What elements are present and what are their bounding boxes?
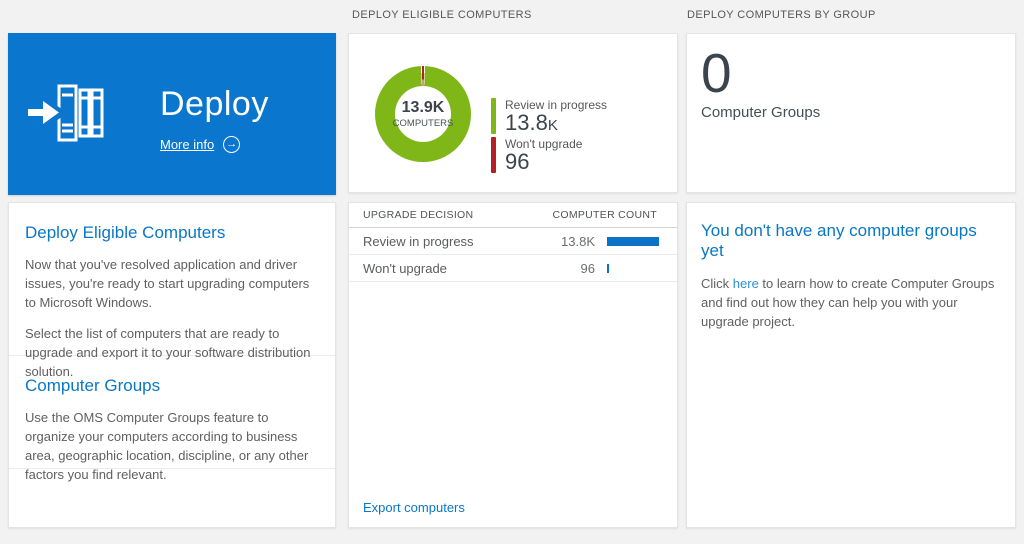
- tile-title: Deploy: [160, 85, 269, 123]
- section-paragraph: Now that you've resolved application and…: [25, 257, 310, 310]
- chart-legend: Review in progress 13.8K Won't upgrade 9…: [491, 98, 607, 176]
- computer-groups-section: Computer Groups Use the OMS Computer Gro…: [9, 356, 335, 482]
- deploy-tile[interactable]: Deploy More info →: [8, 33, 336, 195]
- computer-groups-count: 0: [701, 42, 732, 104]
- count-bar: [607, 263, 609, 273]
- more-info-link[interactable]: More info →: [160, 136, 241, 153]
- section-paragraph: Use the OMS Computer Groups feature to o…: [25, 410, 309, 482]
- deploy-eligible-section: Deploy Eligible Computers Now that you'v…: [9, 203, 335, 379]
- legend-swatch-green: [491, 98, 496, 134]
- table-row[interactable]: Won't upgrade 96: [349, 255, 677, 282]
- computer-groups-count-card[interactable]: 0 Computer Groups: [686, 33, 1016, 193]
- eligible-computers-chart-card: 13.9K COMPUTERS Review in progress 13.8K…: [348, 33, 678, 193]
- donut-chart[interactable]: 13.9K COMPUTERS: [375, 66, 471, 162]
- donut-total-label: COMPUTERS: [392, 118, 454, 129]
- section-heading-computer-groups: Computer Groups: [25, 376, 161, 395]
- empty-state-text: Click here to learn how to create Comput…: [701, 276, 995, 329]
- count-bar: [607, 236, 660, 246]
- legend-item-wont-upgrade[interactable]: Won't upgrade 96: [491, 137, 607, 173]
- section-paragraph: Select the list of computers that are re…: [25, 326, 311, 379]
- count-bar-track: [607, 236, 669, 246]
- export-computers-link[interactable]: Export computers: [363, 500, 465, 515]
- count-bar-track: [607, 263, 669, 273]
- table-header-row: UPGRADE DECISION COMPUTER COUNT: [349, 203, 677, 228]
- no-computer-groups-card: You don't have any computer groups yet C…: [686, 202, 1016, 528]
- middle-column-header: DEPLOY ELIGIBLE COMPUTERS: [352, 9, 532, 21]
- column-header-computer-count: COMPUTER COUNT: [552, 209, 657, 221]
- upgrade-decision-table-card: UPGRADE DECISION COMPUTER COUNT Review i…: [348, 202, 678, 528]
- section-heading-deploy-eligible: Deploy Eligible Computers: [25, 223, 226, 242]
- donut-total-value: 13.9K: [401, 99, 445, 116]
- right-column-header: DEPLOY COMPUTERS BY GROUP: [687, 9, 876, 21]
- deploy-icon: [28, 84, 104, 142]
- deploy-info-card: Deploy Eligible Computers Now that you'v…: [8, 202, 336, 528]
- here-link[interactable]: here: [732, 276, 759, 291]
- legend-swatch-red: [491, 137, 496, 173]
- legend-item-review-in-progress[interactable]: Review in progress 13.8K: [491, 98, 607, 134]
- column-header-upgrade-decision: UPGRADE DECISION: [363, 209, 474, 221]
- empty-state-heading: You don't have any computer groups yet: [701, 221, 977, 260]
- circle-right-arrow-icon: →: [223, 136, 241, 153]
- computer-groups-count-label: Computer Groups: [701, 104, 821, 121]
- table-row[interactable]: Review in progress 13.8K: [349, 228, 677, 255]
- count-value: 96: [580, 260, 595, 276]
- donut-center: 13.9K COMPUTERS: [392, 86, 454, 142]
- count-value: 13.8K: [561, 233, 595, 249]
